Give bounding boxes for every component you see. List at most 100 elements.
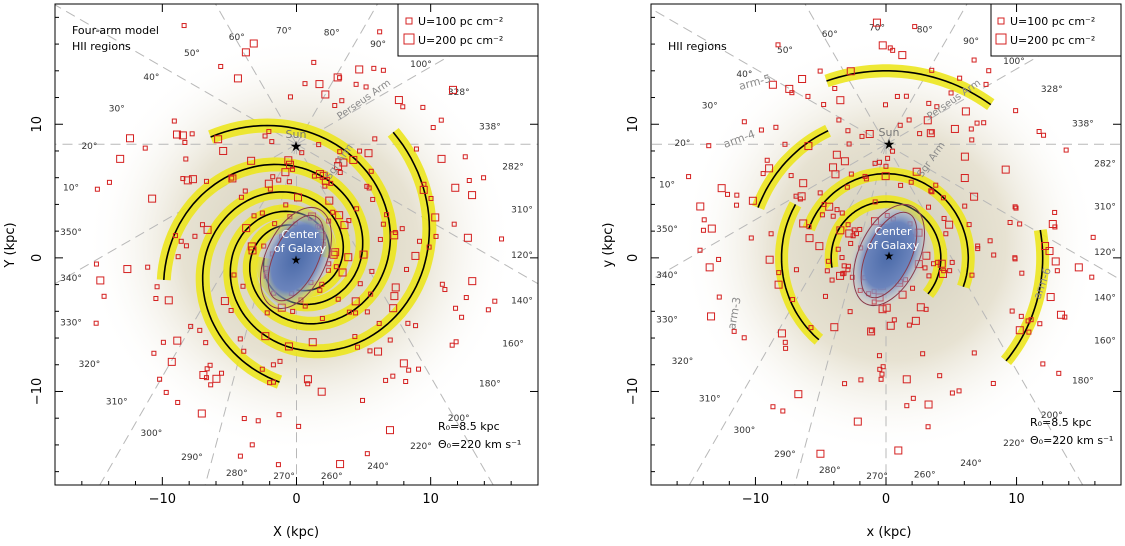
hii-marker — [218, 63, 224, 69]
hii-marker — [716, 256, 722, 262]
hii-marker — [867, 327, 876, 336]
hii-marker — [364, 183, 370, 189]
hii-marker — [916, 303, 925, 312]
y-axis-title: y (kpc) — [601, 223, 616, 268]
longitude-label: 310° — [699, 395, 721, 405]
gc-marker: ★ — [291, 253, 302, 267]
hii-marker — [910, 285, 916, 291]
hii-marker — [372, 136, 378, 142]
hii-marker — [183, 156, 189, 162]
hii-marker — [203, 225, 212, 234]
center-label-line1: Center — [874, 225, 912, 238]
hii-marker — [413, 323, 419, 329]
hii-marker — [182, 139, 188, 145]
longitude-grid: 120° 140° 160° 180° 200° 220° 240° 260° 270° 280°… — [55, 4, 538, 485]
hii-marker — [793, 267, 799, 273]
longitude-label: 50° — [184, 49, 200, 59]
longitude-label: 90° — [963, 37, 979, 47]
panel-hii-arms: 120° 140° 160° 180° 200° 220° 240° 260° 270° 280°… — [601, 3, 1122, 540]
hii-marker — [758, 127, 764, 133]
center-label-line1: Center — [281, 228, 319, 241]
longitude-label: 328° — [1041, 85, 1063, 95]
hii-marker — [207, 362, 213, 368]
longitude-label: 120° — [1094, 248, 1116, 258]
longitude-label: 340° — [60, 274, 82, 284]
hii-marker — [346, 218, 352, 224]
longitude-label: 80° — [324, 29, 340, 39]
hii-marker — [1028, 317, 1034, 323]
hii-marker — [167, 357, 176, 366]
hii-marker — [974, 120, 980, 126]
hii-marker — [413, 146, 419, 152]
hii-marker — [142, 145, 148, 151]
longitude-line — [55, 4, 297, 145]
hii-marker — [960, 174, 969, 183]
hii-marker — [451, 183, 460, 192]
arm-centerline-arm-2 — [807, 172, 970, 287]
longitude-label: 10° — [659, 181, 675, 191]
hii-marker — [411, 251, 420, 260]
hii-marker — [937, 259, 946, 268]
longitude-label: 338° — [479, 122, 501, 132]
longitude-label: 160° — [1094, 337, 1116, 347]
hii-marker — [203, 340, 209, 346]
longitude-label: 320° — [79, 360, 101, 370]
hii-marker — [175, 254, 181, 260]
hii-marker — [894, 446, 903, 455]
galactic-bulge — [848, 200, 930, 310]
hii-marker — [266, 129, 272, 135]
hii-marker — [154, 284, 160, 290]
hii-marker — [335, 296, 341, 302]
hii-marker — [337, 170, 343, 176]
center-label-line2: of Galaxy — [274, 242, 327, 255]
hii-marker — [339, 98, 345, 104]
longitude-label: 300° — [141, 429, 163, 439]
hii-marker — [764, 157, 770, 163]
hii-marker — [203, 178, 209, 184]
longitude-label: 20° — [81, 142, 97, 152]
hii-marker — [267, 186, 273, 192]
hii-marker — [451, 221, 457, 227]
longitude-line — [651, 143, 887, 281]
hii-marker — [400, 104, 406, 110]
hii-marker — [945, 220, 954, 229]
hii-marker — [315, 170, 324, 179]
hii-marker — [836, 226, 845, 235]
hii-marker — [466, 178, 472, 184]
legend-label-100: U=100 pc cm⁻² — [418, 15, 503, 28]
hii-marker — [765, 164, 774, 173]
hii-marker — [793, 193, 799, 199]
hii-marker — [898, 51, 907, 60]
arm-centerline-arm-4 — [757, 129, 829, 208]
hii-marker — [346, 309, 352, 315]
hii-marker — [957, 75, 963, 81]
hii-marker — [835, 246, 841, 252]
hii-marker — [238, 194, 244, 200]
hii-marker — [357, 148, 363, 154]
longitude-label: 100° — [1003, 57, 1025, 67]
hii-marker — [832, 85, 838, 91]
hii-marker — [941, 268, 947, 274]
hii-marker — [798, 75, 807, 84]
hii-marker — [430, 125, 436, 131]
hii-marker — [878, 376, 884, 382]
hii-marker — [220, 297, 229, 306]
x-tick-label: 10 — [422, 492, 439, 507]
hii-marker — [171, 118, 177, 124]
hii-marker — [877, 366, 883, 372]
hii-marker — [315, 80, 324, 89]
hii-marker — [145, 264, 151, 270]
longitude-line — [794, 144, 887, 485]
hii-marker — [906, 117, 912, 123]
hii-marker — [799, 219, 808, 228]
hii-marker — [825, 258, 831, 264]
hii-marker — [363, 84, 369, 90]
hii-marker — [178, 238, 184, 244]
hii-marker — [242, 224, 251, 233]
hii-marker — [294, 193, 303, 202]
x-axis-title: x (kpc) — [867, 525, 912, 540]
hii-marker — [403, 379, 409, 385]
hii-marker — [389, 304, 398, 313]
hii-marker — [406, 367, 412, 373]
hii-marker — [794, 390, 803, 399]
